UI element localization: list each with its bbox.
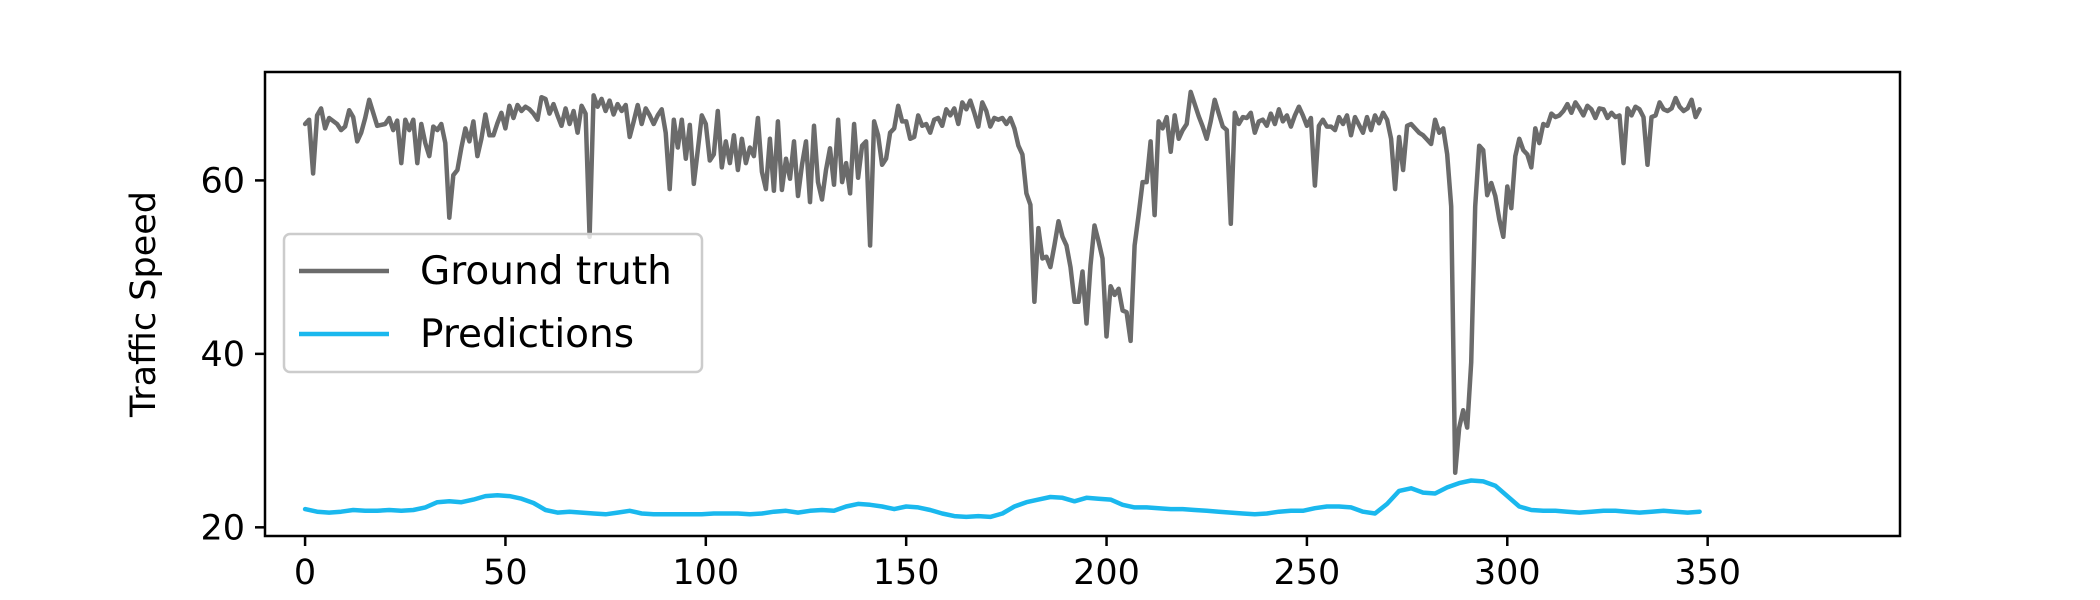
x-tick-label: 150 — [873, 553, 940, 593]
y-tick-label: 60 — [200, 161, 245, 201]
x-tick-label: 250 — [1274, 553, 1341, 593]
y-tick-label: 40 — [200, 335, 245, 375]
x-tick-label: 200 — [1073, 553, 1140, 593]
y-axis-title: Traffic Speed — [124, 191, 164, 418]
legend-label-predictions: Predictions — [420, 312, 634, 357]
plot-frame — [263, 70, 1902, 538]
legend-label-ground-truth: Ground truth — [420, 249, 672, 294]
series-line-ground-truth — [302, 89, 1702, 475]
x-tick-label: 100 — [672, 553, 739, 593]
legend-box — [282, 232, 704, 374]
x-tick-label: 50 — [483, 553, 528, 593]
x-tick-label: 0 — [294, 553, 316, 593]
x-tick-label: 350 — [1674, 553, 1741, 593]
x-axis: 0 50 100 150 200 250 300 350 — [294, 536, 1741, 593]
legend: Ground truth Predictions — [282, 232, 704, 374]
y-axis: 20 40 60 — [200, 161, 265, 548]
series-layer — [302, 89, 1702, 520]
series-line-predictions — [302, 478, 1702, 520]
y-tick-label: 20 — [200, 508, 245, 548]
x-tick-label: 300 — [1474, 553, 1541, 593]
